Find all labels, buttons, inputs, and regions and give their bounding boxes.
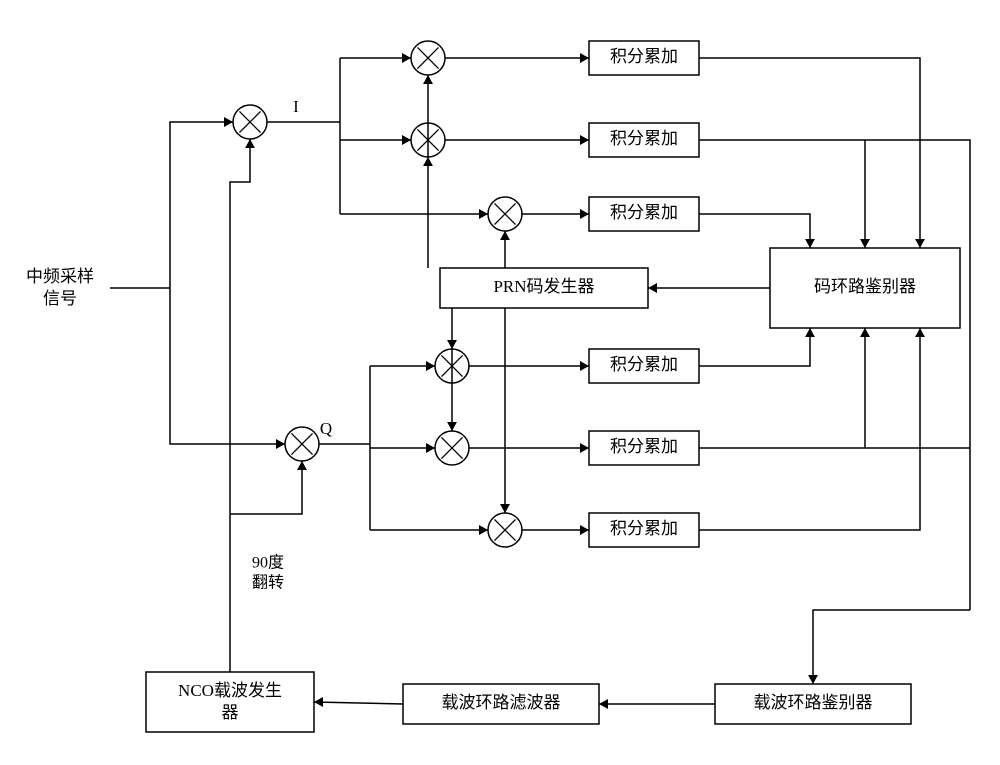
svg-text:载波环路鉴别器: 载波环路鉴别器 [754,693,873,712]
svg-text:中频采样: 中频采样 [26,267,94,286]
svg-text:Q: Q [320,419,332,438]
svg-text:积分累加: 积分累加 [610,437,678,456]
svg-text:积分累加: 积分累加 [610,129,678,148]
svg-text:积分累加: 积分累加 [610,355,678,374]
svg-text:积分累加: 积分累加 [610,203,678,222]
svg-text:I: I [293,97,299,116]
svg-text:NCO载波发生: NCO载波发生 [178,681,282,700]
svg-text:器: 器 [222,703,239,722]
svg-text:积分累加: 积分累加 [610,47,678,66]
svg-text:PRN码发生器: PRN码发生器 [493,277,594,296]
svg-text:码环路鉴别器: 码环路鉴别器 [814,277,916,296]
svg-text:翻转: 翻转 [252,574,284,592]
svg-text:载波环路滤波器: 载波环路滤波器 [442,693,561,712]
svg-text:90度: 90度 [252,554,284,572]
svg-text:信号: 信号 [43,289,77,308]
svg-text:积分累加: 积分累加 [610,519,678,538]
